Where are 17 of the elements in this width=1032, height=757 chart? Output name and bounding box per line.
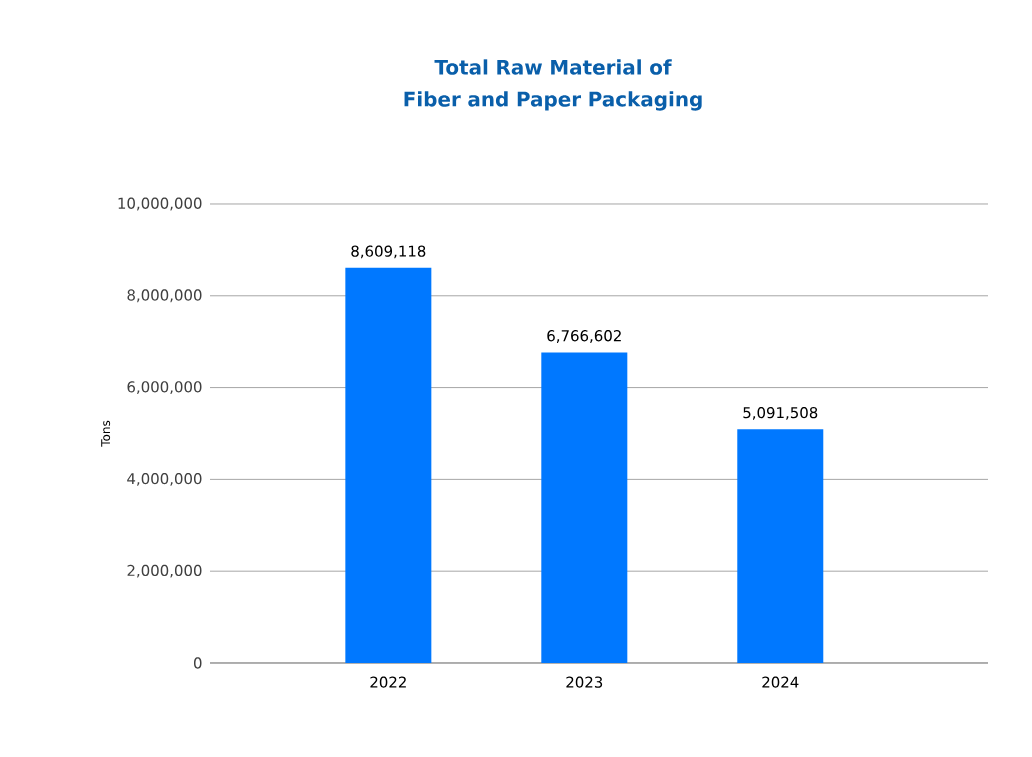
y-tick-label: 6,000,000 xyxy=(127,381,202,394)
bar xyxy=(345,267,432,663)
x-tick-label: 2023 xyxy=(566,676,603,688)
y-tick-label: 8,000,000 xyxy=(127,289,202,303)
y-tick-label: 2,000,000 xyxy=(127,564,202,578)
bar xyxy=(541,352,628,663)
y-axis-title: Tons xyxy=(101,420,111,447)
data-label: 5,091,508 xyxy=(743,406,818,420)
bar xyxy=(737,429,824,663)
y-tick-label: 4,000,000 xyxy=(127,472,202,486)
x-tick-label: 2022 xyxy=(370,676,406,688)
chart-title: Total Raw Material of Fiber and Paper Packaging xyxy=(404,59,702,111)
y-tick-label: 0 xyxy=(193,657,202,669)
x-tick-label: 2024 xyxy=(762,676,799,688)
data-label: 8,609,118 xyxy=(351,245,426,259)
y-tick-label: 10,000,000 xyxy=(118,197,202,211)
data-label: 6,766,602 xyxy=(547,330,621,343)
